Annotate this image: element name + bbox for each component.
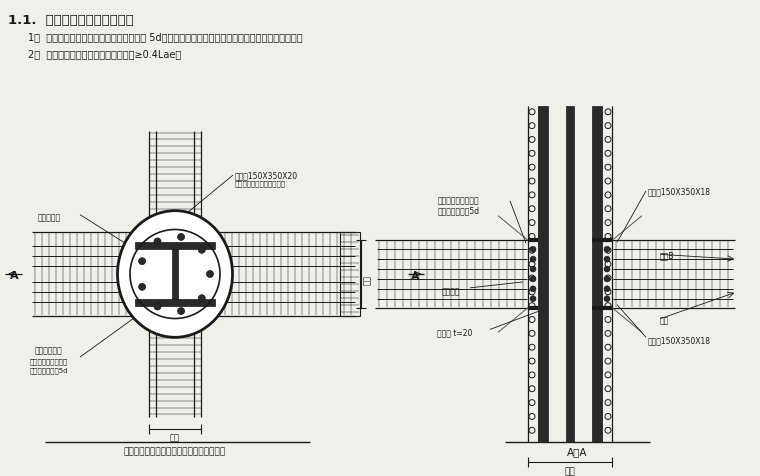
Circle shape [604, 286, 610, 292]
Circle shape [154, 304, 161, 310]
Bar [135, 243, 215, 250]
Circle shape [178, 308, 185, 315]
Text: 柱纵筋架形: 柱纵筋架形 [38, 213, 61, 222]
Circle shape [604, 267, 610, 272]
Text: 柱宽: 柱宽 [565, 466, 575, 475]
Text: 余同B: 余同B [660, 251, 674, 260]
Text: 梁宽: 梁宽 [363, 275, 372, 284]
Bar [340, 233, 360, 316]
Circle shape [530, 277, 536, 282]
Circle shape [530, 257, 536, 263]
Bar [538, 107, 548, 442]
Circle shape [530, 286, 536, 292]
Circle shape [604, 277, 610, 282]
Text: 钢牛腿150X350X20: 钢牛腿150X350X20 [235, 171, 298, 180]
Text: 型骨钢柱翼缘: 型骨钢柱翼缘 [35, 346, 63, 355]
Text: 钢牛腿150X350X18: 钢牛腿150X350X18 [648, 336, 711, 345]
Circle shape [138, 284, 146, 291]
Bar [592, 107, 602, 442]
Text: A－A: A－A [567, 446, 587, 456]
Bar [172, 250, 178, 299]
Text: 钢牛腿150X350X18: 钢牛腿150X350X18 [648, 187, 711, 196]
Text: 2）  梁纵筋弯锁，满足水平段锁固长度≥0.4Lae。: 2） 梁纵筋弯锁，满足水平段锁固长度≥0.4Lae。 [28, 50, 181, 60]
Circle shape [154, 238, 161, 246]
Text: 焊缝长度不小于5d: 焊缝长度不小于5d [438, 206, 480, 215]
Circle shape [138, 258, 146, 265]
Text: 设置宽度范围，见底部位置: 设置宽度范围，见底部位置 [235, 179, 286, 186]
Circle shape [604, 296, 610, 302]
Text: 焊缝长度不小于5d: 焊缝长度不小于5d [30, 366, 68, 373]
Circle shape [530, 267, 536, 272]
Text: 1.1.  梁纵筋与型钉柱连接方法: 1.1. 梁纵筋与型钉柱连接方法 [8, 14, 134, 27]
Circle shape [604, 257, 610, 263]
Text: 余同: 余同 [660, 316, 670, 325]
Text: 双面焊接于钢牛腿上: 双面焊接于钢牛腿上 [30, 357, 68, 364]
Text: 柱宽: 柱宽 [170, 432, 180, 441]
Ellipse shape [118, 211, 233, 337]
Bar [135, 299, 215, 306]
Circle shape [198, 295, 205, 302]
Circle shape [530, 247, 536, 253]
Text: 加劲板 t=20: 加劲板 t=20 [437, 328, 473, 337]
Circle shape [207, 271, 214, 278]
Circle shape [178, 234, 185, 241]
Bar [566, 107, 574, 442]
Circle shape [198, 247, 205, 254]
Text: 钢筋穿孔: 钢筋穿孔 [442, 286, 461, 295]
Circle shape [530, 296, 536, 302]
Text: A: A [10, 270, 18, 280]
Text: 1）  梁纵筋焊于钉牛腿、加劲肸上，双面焊 5d；当有双排筋时，第二排筋焊于钉牛腿或加劲肸下侧；: 1） 梁纵筋焊于钉牛腿、加劲肸上，双面焊 5d；当有双排筋时，第二排筋焊于钉牛腿… [28, 32, 302, 42]
Text: A: A [410, 271, 420, 281]
Text: 非转换层型钉圆柱与钉筋混凝土梁节点详图: 非转换层型钉圆柱与钉筋混凝土梁节点详图 [124, 446, 226, 455]
Text: 双面焊接于钢牛腿上: 双面焊接于钢牛腿上 [438, 197, 480, 206]
Circle shape [604, 247, 610, 253]
